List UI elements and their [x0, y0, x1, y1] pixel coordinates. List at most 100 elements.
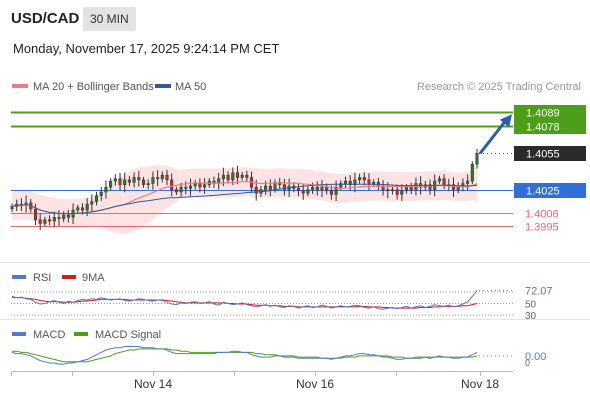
rsi-level-label-50: 50 — [525, 299, 537, 310]
legend-swatch-ma20 — [12, 84, 28, 88]
level-label-support-4: 1.3995 — [525, 222, 559, 234]
candle — [367, 173, 371, 191]
candle — [57, 210, 61, 226]
bollinger-bands — [12, 165, 477, 235]
candle — [113, 174, 117, 186]
candle — [127, 176, 131, 187]
candle — [466, 174, 470, 191]
candle — [188, 178, 193, 196]
macd-current-label: 0.00 — [525, 351, 546, 363]
candle — [343, 176, 348, 189]
legend-label-macd: MACD — [33, 329, 65, 341]
candle — [409, 182, 413, 195]
legend-label-ma20: MA 20 + Bollinger Bands — [33, 81, 154, 93]
legend-swatch-rsi-ma — [62, 275, 76, 279]
candle — [437, 175, 441, 185]
legend-swatch-macd — [12, 332, 26, 336]
legend-label-rsi-ma: 9MA — [82, 272, 105, 284]
legend-swatch-macd-signal — [74, 332, 88, 336]
candle — [174, 186, 178, 196]
timeframe-badge[interactable]: 30 MIN — [83, 7, 136, 31]
candle — [137, 170, 141, 187]
level-label-support-3: 1.4006 — [525, 209, 559, 221]
legend-label-rsi: RSI — [33, 272, 51, 284]
candle — [48, 215, 52, 226]
level-label-pivot-2: 1.4025 — [526, 186, 560, 198]
candles — [10, 148, 479, 231]
candle — [151, 171, 155, 190]
candle — [226, 171, 230, 184]
rsi-legend: RSI 9MA — [12, 272, 105, 284]
credit-text: Research © 2025 Trading Central — [417, 81, 581, 93]
candle — [76, 204, 80, 214]
candle — [390, 185, 395, 195]
candle — [146, 179, 150, 190]
ma50-line — [11, 183, 478, 215]
candle — [245, 170, 249, 182]
candle — [43, 216, 47, 227]
candle — [90, 194, 94, 212]
x-tick-label: Nov 18 — [461, 377, 499, 391]
candle — [165, 169, 169, 186]
candle — [118, 172, 122, 191]
candle — [372, 179, 376, 187]
level-label-resistance-0: 1.4089 — [526, 108, 560, 120]
candle — [475, 148, 479, 169]
forecast-arrow — [478, 114, 512, 155]
candle — [362, 172, 366, 186]
current-price-tag — [514, 146, 586, 161]
candle — [315, 181, 319, 196]
candle — [442, 174, 446, 190]
candle — [240, 172, 244, 181]
candle — [282, 178, 286, 196]
rsi-line — [11, 290, 478, 310]
candle — [470, 161, 474, 185]
candle — [451, 177, 456, 197]
forecast-arrow-shaft — [478, 119, 508, 155]
main-legend: MA 20 + Bollinger Bands MA 50 Research ©… — [12, 81, 581, 93]
candle — [170, 173, 174, 197]
legend-swatch-ma50 — [155, 84, 171, 88]
candle — [306, 186, 310, 197]
candle — [94, 191, 99, 206]
x-tick-label: Nov 14 — [134, 377, 172, 391]
level-label-resistance-1: 1.4078 — [526, 122, 560, 134]
legend-label-ma50: MA 50 — [175, 81, 206, 93]
datetime-label: Monday, November 17, 2025 9:24:14 PM CET — [13, 41, 280, 56]
level-tag-pivot-2 — [514, 183, 586, 198]
current-price-label: 1.4055 — [526, 149, 560, 161]
candle — [428, 179, 432, 195]
candle — [99, 186, 103, 201]
level-tag-resistance-1 — [514, 119, 586, 134]
macd-line — [11, 346, 478, 365]
candle — [52, 211, 56, 227]
candle — [160, 171, 164, 183]
rsi-level-label-30: 30 — [525, 311, 537, 322]
candle — [104, 180, 108, 199]
candle — [296, 183, 301, 196]
candle — [38, 213, 42, 231]
symbol-title: USD/CAD — [11, 10, 80, 27]
level-tag-resistance-0 — [514, 105, 586, 120]
candle — [268, 179, 272, 197]
macd-signal-line — [12, 348, 478, 363]
macd-legend: MACD MACD Signal — [12, 329, 161, 341]
x-axis: Nov 14 Nov 16 Nov 18 — [11, 371, 513, 391]
candle — [203, 178, 207, 194]
forecast-arrow-head — [499, 114, 512, 128]
x-tick-label: Nov 16 — [296, 377, 334, 391]
rsi-current-label: 72.07 — [525, 286, 553, 298]
candle — [156, 170, 160, 187]
candle — [301, 184, 305, 200]
candle — [109, 178, 113, 191]
bollinger-band-fill — [12, 165, 477, 235]
candle — [235, 166, 240, 185]
candle — [132, 172, 136, 188]
candle — [66, 209, 70, 223]
macd-zero-label: 0 — [525, 358, 530, 368]
legend-swatch-rsi — [12, 275, 26, 279]
candle — [141, 176, 146, 188]
